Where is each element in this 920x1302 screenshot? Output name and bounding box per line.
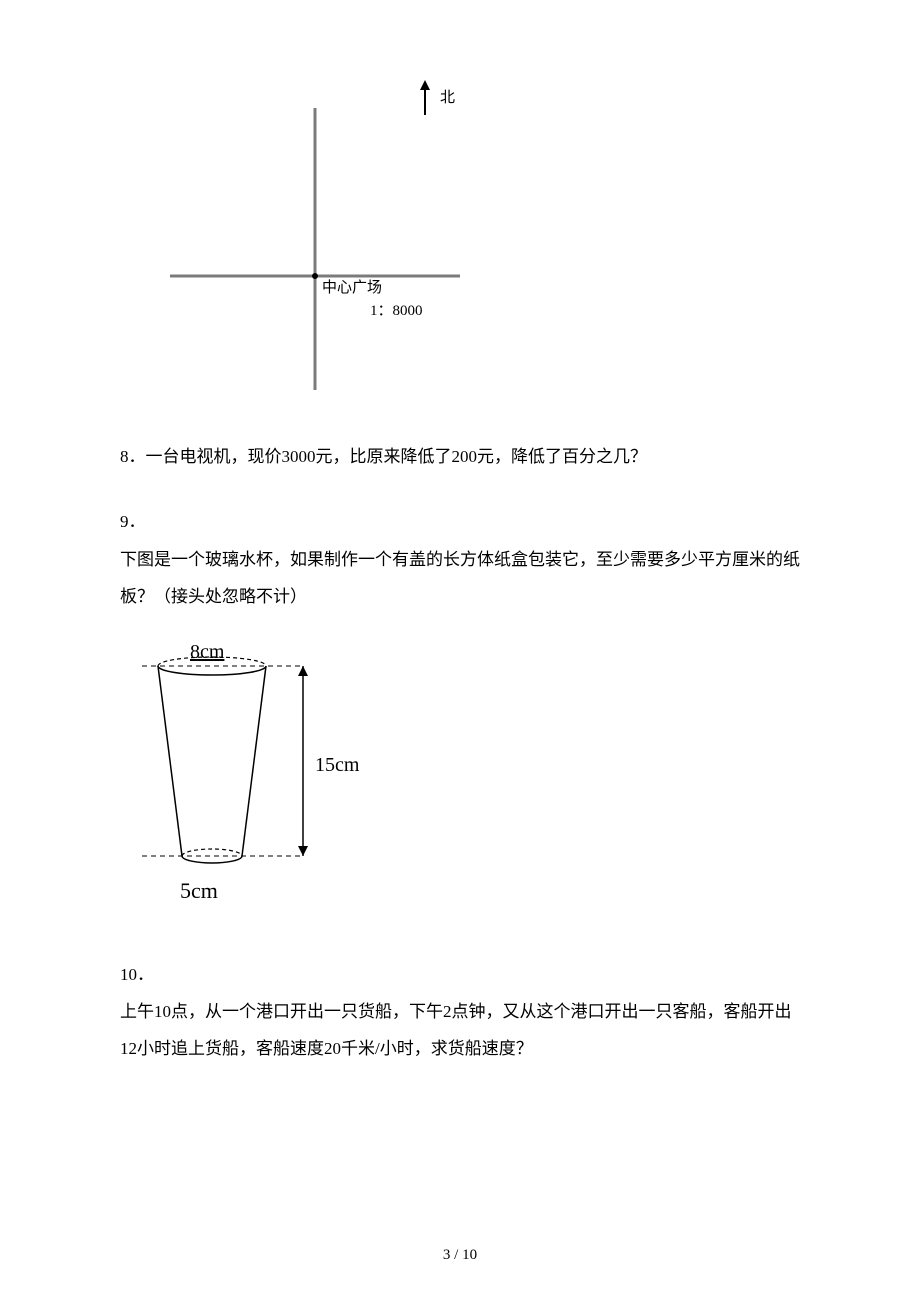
problem-8: 8．一台电视机，现价3000元，比原来降低了200元，降低了百分之几？: [120, 438, 800, 475]
page-footer: 3 / 10: [0, 1247, 920, 1264]
svg-text:8cm: 8cm: [190, 641, 225, 663]
problem-10: 10． 上午10点，从一个港口开出一只货船，下午2点钟，又从这个港口开出一只客船…: [120, 956, 800, 1068]
problem-9-number: 9．: [120, 503, 800, 540]
problem-10-number: 10．: [120, 956, 800, 993]
problem-9: 9． 下图是一个玻璃水杯，如果制作一个有盖的长方体纸盒包装它，至少需要多少平方厘…: [120, 503, 800, 615]
svg-text:5cm: 5cm: [180, 878, 218, 903]
svg-text:1：8000: 1：8000: [370, 303, 423, 319]
compass-diagram: 北中心广场 1：8000: [150, 80, 480, 410]
svg-text:中心广场: 中心广场: [322, 279, 382, 296]
cup-diagram: 8cm 15cm 5cm: [140, 636, 370, 916]
problem-8-text: 一台电视机，现价3000元，比原来降低了200元，降低了百分之几？: [146, 447, 648, 466]
problem-10-text: 上午10点，从一个港口开出一只货船，下午2点钟，又从这个港口开出一只客船，客船开…: [120, 993, 800, 1068]
problem-9-text: 下图是一个玻璃水杯，如果制作一个有盖的长方体纸盒包装它，至少需要多少平方厘米的纸…: [120, 541, 800, 616]
svg-text:15cm: 15cm: [315, 754, 360, 776]
svg-text:北: 北: [440, 89, 455, 106]
problem-8-number: 8．: [120, 447, 146, 466]
